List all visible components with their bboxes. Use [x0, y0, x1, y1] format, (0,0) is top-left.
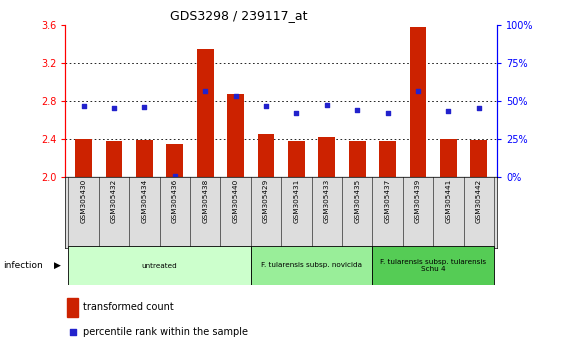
Bar [68, 246, 250, 285]
Text: transformed count: transformed count [83, 302, 174, 312]
Text: GDS3298 / 239117_at: GDS3298 / 239117_at [170, 9, 307, 22]
Text: GSM305429: GSM305429 [263, 179, 269, 223]
Point [201, 88, 210, 94]
Point [140, 104, 149, 109]
Bar [349, 141, 366, 177]
Point [261, 103, 270, 108]
Text: GSM305437: GSM305437 [385, 179, 391, 223]
Bar [75, 139, 92, 177]
Text: F. tularensis subsp. novicida: F. tularensis subsp. novicida [261, 263, 362, 268]
Text: GSM305439: GSM305439 [415, 179, 421, 223]
Bar [250, 246, 373, 285]
Bar [470, 140, 487, 177]
Bar [410, 27, 427, 177]
Text: percentile rank within the sample: percentile rank within the sample [83, 327, 248, 337]
Bar [379, 141, 396, 177]
Point [414, 88, 423, 94]
Point [79, 103, 88, 108]
Text: GSM305433: GSM305433 [324, 179, 330, 223]
Text: GSM305436: GSM305436 [172, 179, 178, 223]
Point [474, 105, 483, 110]
Bar [106, 141, 122, 177]
Text: GSM305435: GSM305435 [354, 179, 360, 223]
Bar [68, 297, 78, 317]
Text: GSM305438: GSM305438 [202, 179, 208, 223]
Bar [197, 48, 214, 177]
Text: ▶: ▶ [54, 261, 61, 270]
Bar [288, 141, 304, 177]
Text: GSM305442: GSM305442 [476, 179, 482, 223]
Text: GSM305440: GSM305440 [232, 179, 239, 223]
Bar [319, 137, 335, 177]
Text: GSM305441: GSM305441 [445, 179, 452, 223]
Point [353, 108, 362, 113]
Bar [227, 94, 244, 177]
Point [444, 109, 453, 114]
Bar [373, 246, 494, 285]
Point [110, 105, 119, 110]
Bar [166, 144, 183, 177]
Text: F. tularensis subsp. tularensis
Schu 4: F. tularensis subsp. tularensis Schu 4 [380, 259, 486, 272]
Text: GSM305431: GSM305431 [293, 179, 299, 223]
Bar [258, 134, 274, 177]
Point [170, 173, 179, 179]
Text: untreated: untreated [141, 263, 177, 268]
Point [292, 110, 301, 116]
Point [383, 110, 392, 116]
Text: GSM305430: GSM305430 [81, 179, 86, 223]
Point [322, 102, 331, 108]
Point [231, 93, 240, 99]
Bar [440, 139, 457, 177]
Text: infection: infection [3, 261, 43, 270]
Text: GSM305432: GSM305432 [111, 179, 117, 223]
Text: GSM305434: GSM305434 [141, 179, 147, 223]
Bar [136, 140, 153, 177]
Point [68, 329, 77, 335]
